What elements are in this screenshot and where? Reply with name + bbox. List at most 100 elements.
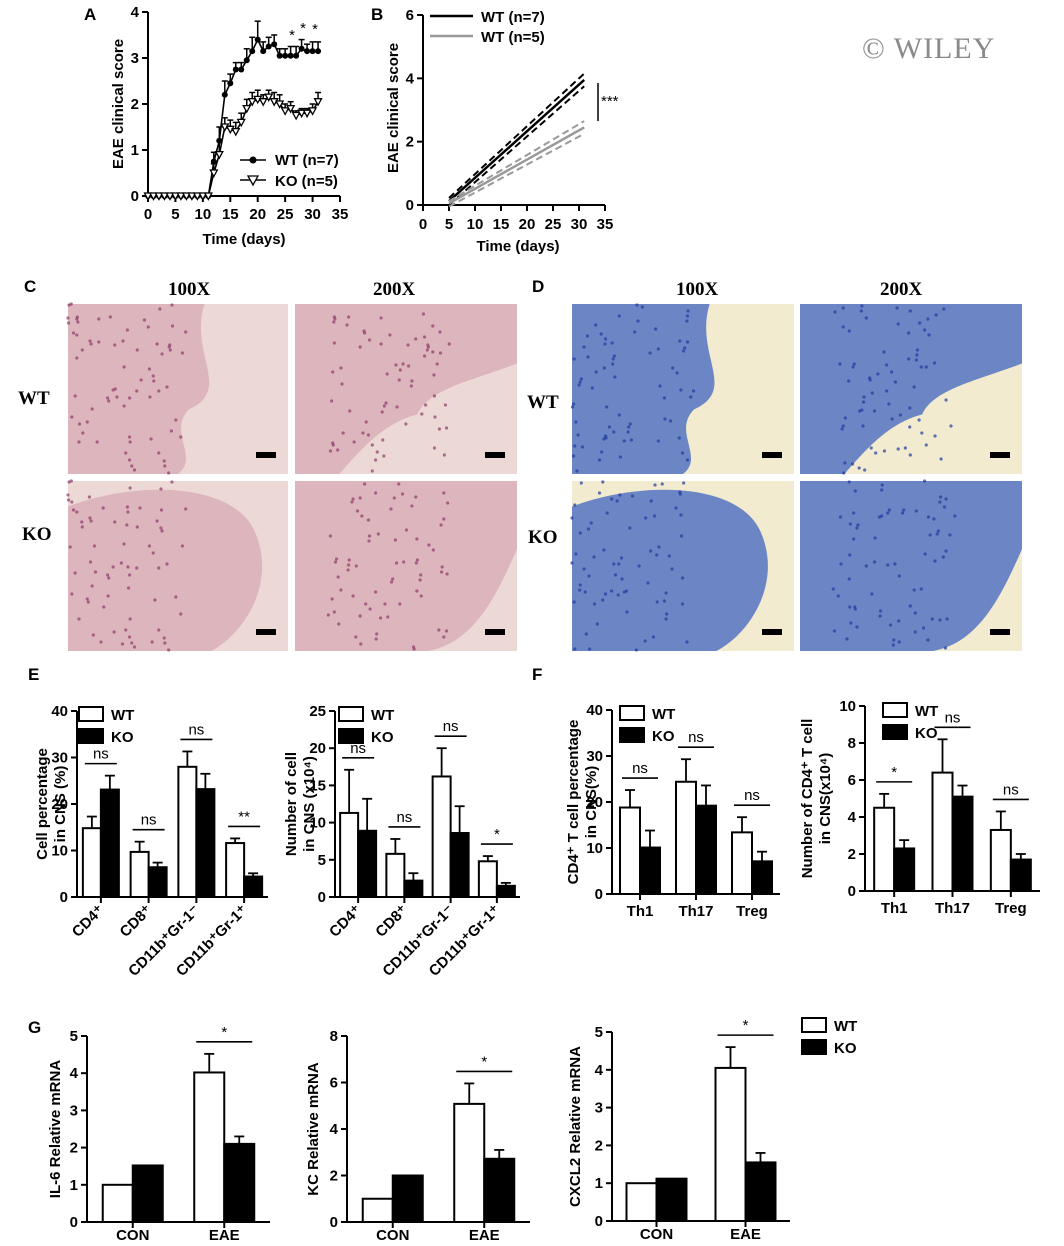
d-wt-200x-cell bbox=[841, 424, 845, 428]
c-wt-200x-tissue bbox=[295, 304, 517, 474]
c-wt-100x-cell bbox=[139, 378, 143, 382]
d-wt-100x bbox=[570, 303, 794, 474]
c-wt-200x-cell bbox=[345, 323, 349, 327]
a-point-ko bbox=[236, 118, 246, 128]
g1-y-tick-label: 4 bbox=[70, 1065, 79, 1082]
f2-y-label: Number of CD4⁺ T cell bbox=[799, 719, 816, 879]
c-ko-200x-cell bbox=[346, 568, 350, 572]
c-wt-200x-cell bbox=[363, 331, 367, 335]
d-wt-100x-cell bbox=[648, 351, 652, 355]
d-ko-100x-cell bbox=[570, 561, 574, 565]
c-ko-100x-cell bbox=[128, 486, 132, 490]
a-x-tick-label: 0 bbox=[144, 206, 152, 223]
c-ko-200x-cell bbox=[389, 580, 394, 584]
d-ko-200x-cell bbox=[872, 560, 877, 564]
d-ko-100x-cell bbox=[657, 545, 661, 549]
c-ko-200x-cell bbox=[374, 637, 378, 641]
c-ko-100x-cell bbox=[159, 487, 163, 491]
g2-bar-ko bbox=[391, 1174, 424, 1223]
c-ko-100x-cell bbox=[132, 645, 137, 649]
d-col-200x: 200X bbox=[880, 279, 923, 300]
d-ko-100x-cell bbox=[685, 640, 689, 644]
c-ko-100x-cell bbox=[126, 565, 130, 569]
c-ko-100x-cell bbox=[162, 636, 166, 640]
g3-y-tick-label: 3 bbox=[595, 1100, 603, 1117]
c-wt-100x-cell bbox=[142, 318, 147, 322]
c-wt-200x-cell bbox=[370, 443, 374, 447]
d-wt-200x-cell bbox=[862, 395, 866, 399]
d-ko-200x-cell bbox=[932, 517, 936, 521]
d-ko-200x-cell bbox=[893, 562, 897, 566]
f1-legend-label-ko: KO bbox=[652, 728, 675, 745]
f1-significance-label: ns bbox=[688, 729, 704, 746]
d-wt-200x-cell bbox=[927, 333, 931, 337]
f1-bar-ko bbox=[751, 860, 773, 896]
c-ko-200x-cell bbox=[337, 622, 341, 626]
c-wt-200x-scale-bar bbox=[485, 452, 505, 458]
d-wt-100x-cell bbox=[662, 396, 667, 400]
c-wt-200x-cell bbox=[380, 410, 384, 414]
c-ko-200x-cell bbox=[442, 635, 446, 639]
c-ko-200x-cell bbox=[392, 496, 396, 500]
b-y-label: EAE clinical score bbox=[385, 43, 402, 173]
c-ko-100x-cell bbox=[157, 566, 161, 570]
c-wt-200x-cell bbox=[379, 342, 383, 346]
d-ko-200x-cell bbox=[847, 480, 851, 484]
c-wt-200x-cell bbox=[358, 345, 362, 349]
c-ko-200x-cell bbox=[330, 597, 334, 601]
d-wt-200x-cell bbox=[890, 417, 894, 421]
f2-significance-label: * bbox=[891, 764, 897, 781]
e2-legend-swatch-ko bbox=[338, 728, 364, 744]
d-ko-200x-cell bbox=[849, 621, 853, 625]
a-y-tick-label: 2 bbox=[131, 96, 139, 113]
a-point-wt bbox=[298, 45, 305, 52]
d-ko-100x-cell bbox=[592, 555, 596, 559]
c-ko-100x-cell bbox=[150, 640, 154, 644]
d-ko-200x-cell bbox=[838, 515, 843, 519]
c-wt-100x-cell bbox=[90, 407, 94, 411]
chart-g3: 0 1 2 3 4 5 CON EAE * CXCL2 Relative mRNA WT KO bbox=[567, 1017, 857, 1243]
c-ko-200x-cell bbox=[367, 534, 372, 538]
c-ko-200x-cell bbox=[411, 645, 416, 649]
c-ko-100x-cell bbox=[86, 600, 90, 604]
e1-significance-label: ns bbox=[93, 746, 109, 763]
a-x-tick-label: 15 bbox=[222, 206, 239, 223]
a-point-wt bbox=[276, 52, 283, 59]
g3-y-tick-label: 2 bbox=[595, 1137, 603, 1154]
panel-letter-b: B bbox=[371, 5, 383, 24]
d-wt-200x-cell bbox=[903, 446, 907, 450]
e1-y-tick-label: 20 bbox=[51, 796, 68, 813]
d-wt-100x-cell bbox=[677, 436, 681, 440]
d-ko-200x-cell bbox=[864, 564, 868, 568]
c-ko-200x-cell bbox=[347, 558, 351, 562]
b-x-label: Time (days) bbox=[476, 238, 559, 255]
c-ko-100x-cell bbox=[92, 544, 96, 548]
d-ko-100x-cell bbox=[597, 491, 602, 495]
b-ci-upper-0 bbox=[448, 72, 585, 199]
d-ko-200x bbox=[800, 479, 1022, 651]
a-point-ko bbox=[143, 192, 153, 201]
c-ko-100x-cell bbox=[93, 570, 98, 574]
c-ko-100x-cell bbox=[125, 505, 129, 509]
d-wt-100x-cell bbox=[686, 309, 690, 313]
c-wt-100x-cell bbox=[151, 374, 155, 378]
c-ko-200x-cell bbox=[397, 482, 401, 486]
d-wt-200x-cell bbox=[885, 363, 889, 367]
d-ko-200x-cell bbox=[923, 479, 927, 483]
d-wt-200x-cell bbox=[907, 357, 911, 361]
c-ko-200x-cell bbox=[334, 557, 339, 561]
g3-y-tick-label: 1 bbox=[595, 1175, 603, 1192]
e2-bar-wt bbox=[477, 860, 498, 899]
c-ko-100x-cell bbox=[71, 508, 76, 512]
c-ko-100x-cell bbox=[70, 592, 74, 596]
f2-y-tick-label: 6 bbox=[848, 772, 856, 789]
f1-legend-label-wt: WT bbox=[652, 706, 675, 723]
e2-y-tick-label: 20 bbox=[309, 740, 326, 757]
f1-y-tick-label: 20 bbox=[586, 794, 603, 811]
d-wt-100x-cell bbox=[572, 402, 576, 406]
d-ko-200x-cell bbox=[938, 618, 942, 622]
g1-bar-ko bbox=[223, 1142, 256, 1224]
c-wt-100x-cell bbox=[165, 385, 169, 389]
c-ko-200x-cell bbox=[400, 492, 405, 496]
d-wt-100x-cell bbox=[626, 430, 630, 434]
